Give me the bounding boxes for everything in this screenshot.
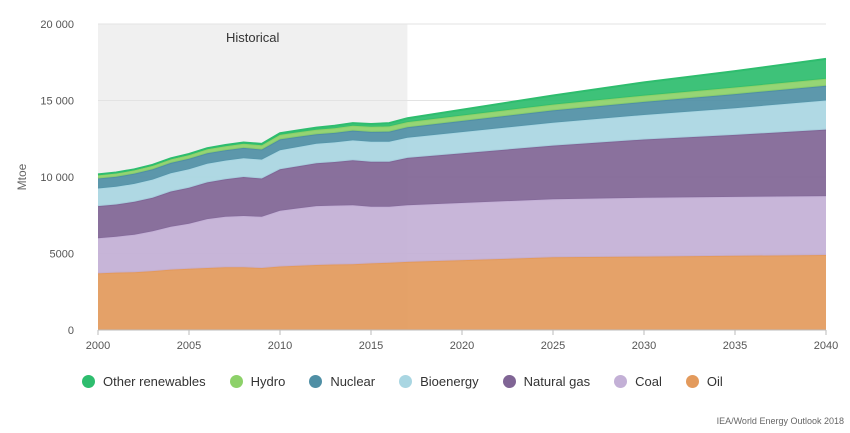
- source-note: IEA/World Energy Outlook 2018: [716, 416, 844, 426]
- x-tick-label: 2020: [450, 340, 474, 352]
- legend-item-bioenergy[interactable]: Bioenergy: [399, 374, 479, 389]
- legend-label: Hydro: [250, 374, 286, 389]
- legend-label: Coal: [635, 374, 662, 389]
- area-other-renewables: [98, 58, 826, 175]
- legend-item-natural-gas[interactable]: Natural gas: [502, 374, 591, 389]
- area-nuclear: [98, 85, 826, 189]
- legend-label: Natural gas: [523, 374, 591, 389]
- x-tick-label: 2000: [86, 340, 110, 352]
- y-tick-label: 20 000: [40, 19, 74, 31]
- area-natural-gas: [98, 129, 826, 239]
- legend-swatch: [229, 375, 243, 388]
- y-tick-label: 10 000: [40, 172, 74, 184]
- x-tick-label: 2025: [541, 340, 565, 352]
- legend-label: Bioenergy: [420, 374, 479, 389]
- legend-label: Nuclear: [330, 374, 376, 389]
- x-tick-label: 2010: [268, 340, 292, 352]
- historical-label: Historical: [226, 30, 280, 45]
- legend: Other renewables Hydro Nuclear Bioenergy Nat…: [82, 374, 747, 389]
- y-tick-label: 0: [68, 325, 74, 337]
- legend-swatch: [399, 375, 413, 388]
- legend-label: Oil: [706, 374, 723, 389]
- x-tick-label: 2040: [814, 340, 838, 352]
- y-tick-label: 15 000: [40, 96, 74, 108]
- axis-layer: 0 5000 10 000 15 000 20 000 2000 2005 2010 2015 2…: [40, 19, 838, 352]
- legend-item-oil[interactable]: Oil: [685, 374, 723, 389]
- legend-swatch: [502, 375, 516, 388]
- x-tick-label: 2035: [723, 340, 747, 352]
- legend-swatch: [82, 375, 95, 388]
- y-axis-title: Mtoe: [15, 163, 29, 190]
- area-coal: [98, 196, 826, 274]
- area-layer: [97, 57, 827, 330]
- legend-swatch: [309, 375, 323, 388]
- legend-item-hydro[interactable]: Hydro: [229, 374, 286, 389]
- area-hydro: [98, 78, 826, 179]
- y-tick-label: 5000: [50, 249, 74, 261]
- x-tick-label: 2015: [359, 340, 383, 352]
- x-tick-label: 2005: [177, 340, 201, 352]
- legend-swatch: [685, 375, 699, 388]
- x-tick-label: 2030: [632, 340, 656, 352]
- legend-item-coal[interactable]: Coal: [614, 374, 662, 389]
- legend-item-nuclear[interactable]: Nuclear: [309, 374, 375, 389]
- legend-item-other-renewables[interactable]: Other renewables: [82, 374, 206, 389]
- area-bioenergy: [98, 100, 826, 207]
- area-oil: [98, 255, 826, 330]
- line-other-renewables: [97, 57, 827, 176]
- legend-label: Other renewables: [103, 374, 206, 389]
- legend-swatch: [614, 375, 628, 388]
